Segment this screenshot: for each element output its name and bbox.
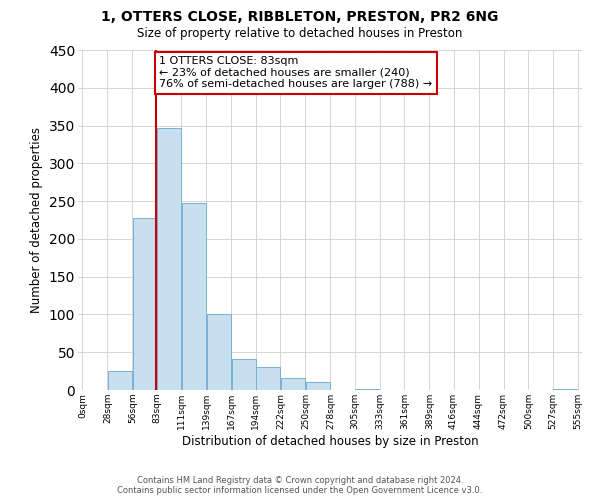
- Bar: [355, 389, 379, 390]
- Bar: [306, 382, 330, 390]
- X-axis label: Distribution of detached houses by size in Preston: Distribution of detached houses by size …: [182, 434, 478, 448]
- Bar: [182, 204, 206, 390]
- Bar: [157, 128, 181, 390]
- Y-axis label: Number of detached properties: Number of detached properties: [30, 127, 43, 313]
- Text: Size of property relative to detached houses in Preston: Size of property relative to detached ho…: [137, 28, 463, 40]
- Text: 1, OTTERS CLOSE, RIBBLETON, PRESTON, PR2 6NG: 1, OTTERS CLOSE, RIBBLETON, PRESTON, PR2…: [101, 10, 499, 24]
- Text: 1 OTTERS CLOSE: 83sqm
← 23% of detached houses are smaller (240)
76% of semi-det: 1 OTTERS CLOSE: 83sqm ← 23% of detached …: [159, 56, 433, 89]
- Bar: [256, 368, 280, 390]
- Bar: [553, 389, 577, 390]
- Bar: [207, 314, 231, 390]
- Bar: [108, 371, 132, 390]
- Text: Contains HM Land Registry data © Crown copyright and database right 2024.
Contai: Contains HM Land Registry data © Crown c…: [118, 476, 482, 495]
- Bar: [281, 378, 305, 390]
- Bar: [232, 359, 256, 390]
- Bar: [133, 218, 157, 390]
